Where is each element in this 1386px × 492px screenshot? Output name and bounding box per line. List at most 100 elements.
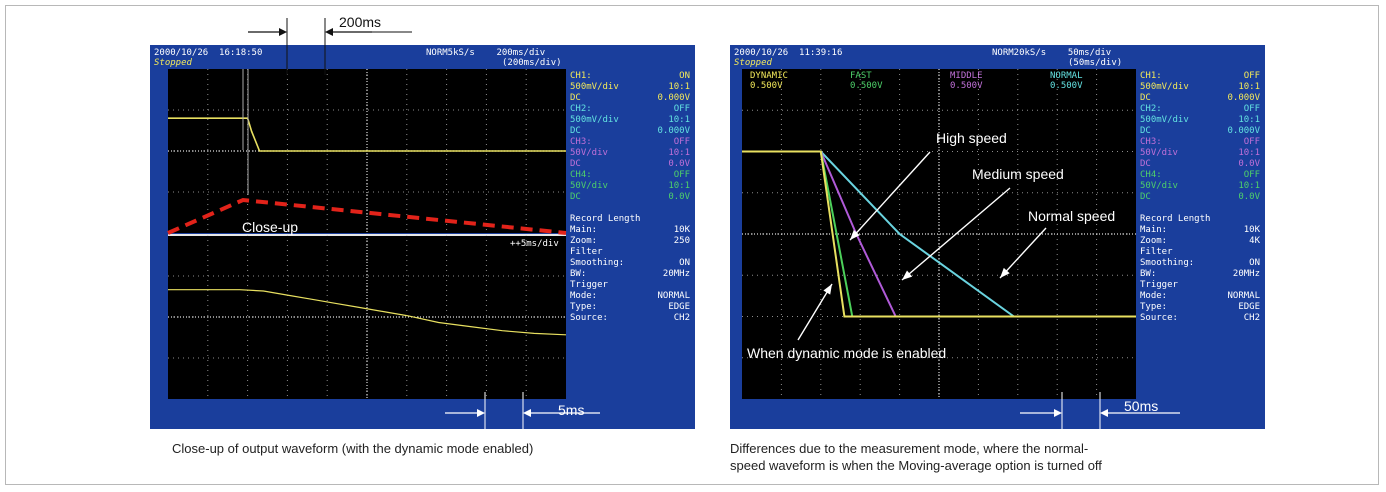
closeup-label: Close-up: [242, 219, 299, 235]
sidebar-value: OFF: [673, 170, 690, 180]
annotation-arrowhead: [823, 284, 832, 295]
sidebar-value: OFF: [1243, 137, 1260, 147]
left-header-status: Stopped: [154, 58, 192, 68]
legend-series-value: 0.500V: [1050, 81, 1083, 91]
sidebar-value: EDGE: [668, 302, 690, 312]
sidebar-label: DC: [570, 93, 581, 103]
annotation-high-speed: High speed: [936, 130, 1007, 146]
sidebar-label: DC: [1140, 159, 1151, 169]
left-timescale-top-label: 200ms: [339, 14, 382, 30]
annotation-arrow-line: [901, 187, 1011, 281]
sidebar-label: 50V/div: [1140, 181, 1178, 191]
right-header-sampling: NORM20kS/s 50ms/div: [992, 48, 1112, 58]
sidebar-label: CH3:: [1140, 137, 1162, 147]
sidebar-value: NORMAL: [657, 291, 690, 301]
legend-series-value: 0.500V: [950, 81, 983, 91]
sidebar-label: Filter: [1140, 247, 1173, 257]
left-bottom-arrowhead: [477, 409, 485, 417]
annotation-arrowhead: [850, 229, 860, 240]
sidebar-label: DC: [1140, 126, 1151, 136]
sidebar-label: DC: [570, 126, 581, 136]
sidebar-value: ON: [679, 258, 690, 268]
sidebar-value: 0.0V: [1238, 192, 1260, 202]
right-header-sampling-zoom: (50ms/div): [1068, 58, 1123, 68]
legend-series-name: NORMAL: [1050, 71, 1083, 81]
sidebar-value: 0.000V: [1227, 93, 1260, 103]
sidebar-value: ON: [1249, 258, 1260, 268]
sidebar-label: DC: [570, 192, 581, 202]
annotation-normal-speed: Normal speed: [1028, 208, 1116, 224]
sidebar-value: 0.000V: [657, 126, 690, 136]
sidebar-value: 10:1: [1238, 148, 1260, 158]
sidebar-label: Source:: [570, 313, 608, 323]
sidebar-label: Smoothing:: [570, 258, 625, 268]
sidebar-label: 50V/div: [570, 148, 608, 158]
sidebar-label: 500mV/div: [1140, 82, 1189, 92]
sidebar-value: EDGE: [1238, 302, 1260, 312]
legend-series-value: 0.500V: [750, 81, 783, 91]
annotation-dynamic-mode: When dynamic mode is enabled: [747, 345, 947, 361]
sidebar-value: 10:1: [1238, 82, 1260, 92]
right-bottom-arrowhead: [1054, 409, 1062, 417]
legend-series-name: MIDDLE: [950, 71, 983, 81]
left-zoom-trace: [168, 289, 567, 336]
sidebar-value: 10:1: [1238, 181, 1260, 191]
trace-dynamic: [742, 150, 1136, 318]
left-caption: Close-up of output waveform (with the dy…: [172, 441, 534, 456]
sidebar-value: 0.000V: [657, 93, 690, 103]
sidebar-label: Filter: [570, 247, 603, 257]
sidebar-label: DC: [570, 159, 581, 169]
sidebar-value: 20MHz: [1232, 269, 1260, 279]
right-header-status: Stopped: [734, 58, 772, 68]
sidebar-label: Main:: [570, 225, 598, 235]
sidebar-value: 0.0V: [668, 192, 690, 202]
sidebar-label: Type:: [1140, 302, 1168, 312]
legend-series-name: DYNAMIC: [750, 71, 788, 81]
legend-series-value: 0.500V: [850, 81, 883, 91]
sidebar-value: 0.000V: [1227, 126, 1260, 136]
right-bottom-arrowhead: [1100, 409, 1108, 417]
sidebar-value: 10:1: [668, 82, 690, 92]
sidebar-label: CH4:: [570, 170, 592, 180]
sidebar-value: ON: [679, 71, 690, 81]
sidebar-label: CH1:: [570, 71, 592, 81]
sidebar-value: 20MHz: [662, 269, 690, 279]
sidebar-value: 0.0V: [668, 159, 690, 169]
annotation-medium-speed: Medium speed: [972, 166, 1064, 182]
sidebar-label: Smoothing:: [1140, 258, 1195, 268]
sidebar-value: OFF: [1243, 104, 1260, 114]
sidebar-label: BW:: [1140, 269, 1157, 279]
sidebar-label: CH4:: [1140, 170, 1162, 180]
sidebar-label: 500mV/div: [570, 82, 619, 92]
sidebar-value: 10K: [1243, 225, 1260, 235]
left-header-datetime: 2000/10/26 16:18:50: [154, 48, 263, 58]
sidebar-value: CH2: [1243, 313, 1260, 323]
sidebar-label: 50V/div: [570, 181, 608, 191]
annotation-arrow-line: [797, 283, 833, 341]
left-timescale-arrowhead: [279, 28, 287, 36]
sidebar-label: Type:: [570, 302, 598, 312]
sidebar-value: OFF: [1243, 71, 1260, 81]
sidebar-label: Main:: [1140, 225, 1168, 235]
sidebar-value: 10:1: [1238, 115, 1260, 125]
left-timescale-arrowhead: [325, 28, 333, 36]
left-timescale-bottom-label: 5ms: [558, 402, 585, 418]
sidebar-label: 50V/div: [1140, 148, 1178, 158]
sidebar-value: 0.0V: [1238, 159, 1260, 169]
sidebar-value: 10:1: [668, 181, 690, 191]
sidebar-label: CH2:: [570, 104, 592, 114]
sidebar-label: Record Length: [570, 214, 641, 224]
annotation-arrow-line: [849, 151, 931, 241]
sidebar-value: 10K: [673, 225, 690, 235]
right-caption-line1: Differences due to the measurement mode,…: [730, 441, 1089, 456]
sidebar-label: Source:: [1140, 313, 1178, 323]
sidebar-value: 10:1: [668, 115, 690, 125]
left-header-sampling: NORM5kS/s 200ms/div: [426, 48, 546, 58]
annotation-arrow-line: [999, 227, 1047, 279]
left-bottom-arrowhead: [523, 409, 531, 417]
annotation-arrowhead: [902, 270, 913, 280]
right-header-datetime: 2000/10/26 11:39:16: [734, 48, 843, 58]
sidebar-value: 10:1: [668, 148, 690, 158]
sidebar-value: NORMAL: [1227, 291, 1260, 301]
